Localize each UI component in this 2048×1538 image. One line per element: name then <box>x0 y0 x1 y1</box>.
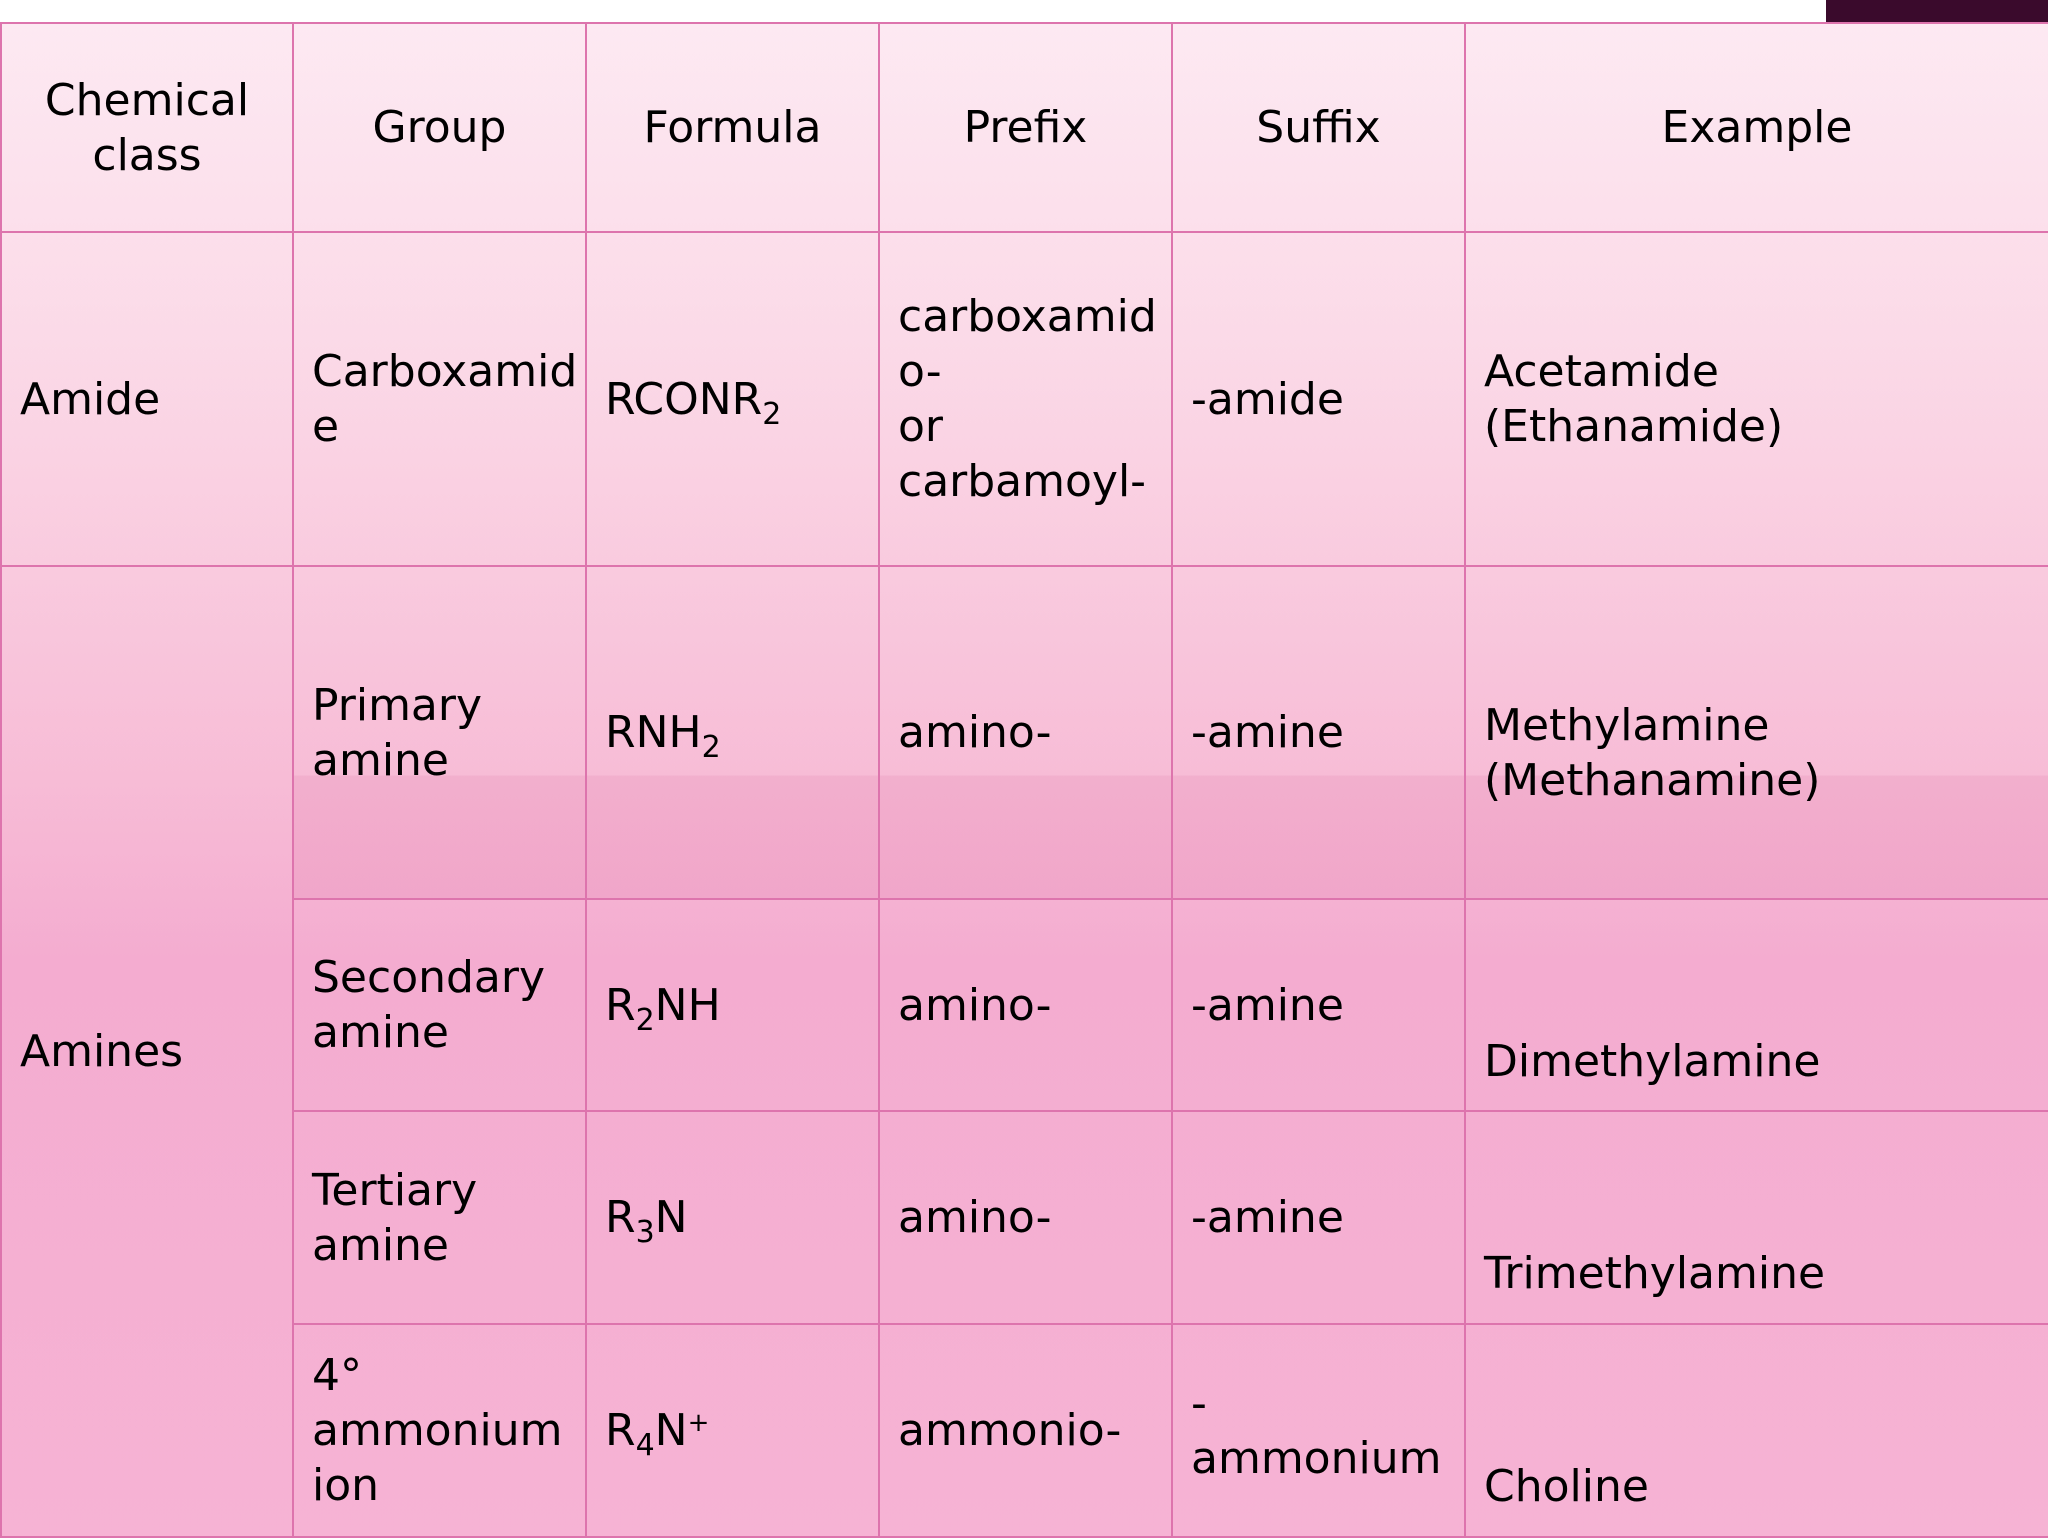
cell-formula-tertiary: R3N <box>585 1110 880 1325</box>
cell-formula-secondary: R2NH <box>585 898 880 1112</box>
header-suffix: Suffix <box>1171 22 1466 233</box>
cell-prefix-secondary: amino- <box>878 898 1173 1112</box>
cell-example-quaternary: Choline <box>1464 1323 2048 1538</box>
header-formula: Formula <box>585 22 880 233</box>
cell-class-amines: Amines <box>0 565 294 1538</box>
cell-suffix-tertiary: -amine <box>1171 1110 1466 1325</box>
functional-groups-table: Chemical class Group Formula Prefix Suff… <box>0 22 2048 1538</box>
cell-formula-quaternary: R4N+ <box>585 1323 880 1538</box>
cell-example-amide: Acetamide (Ethanamide) <box>1464 231 2048 567</box>
cell-formula-primary: RNH2 <box>585 565 880 900</box>
cell-suffix-secondary: -amine <box>1171 898 1466 1112</box>
cell-formula-amide: RCONR2 <box>585 231 880 567</box>
cell-prefix-quaternary: ammonio- <box>878 1323 1173 1538</box>
table-row-tertiary-amine: Tertiary amine R3N amino- -amine Trimeth… <box>1 1110 2048 1325</box>
cell-suffix-quaternary: -ammonium <box>1171 1323 1466 1538</box>
table-row-primary-amine: Amines Primary amine RNH2 amino- -amine … <box>0 565 2048 1538</box>
cell-group-quaternary-ammonium: 4° ammonium ion <box>292 1323 587 1538</box>
cell-suffix-primary: -amine <box>1171 565 1466 900</box>
cell-suffix-amide: -amide <box>1171 231 1466 567</box>
cell-example-primary: Methylamine (Methanamine) <box>1464 565 2048 900</box>
cell-prefix-primary: amino- <box>878 565 1173 900</box>
cell-group-secondary-amine: Secondary amine <box>292 898 587 1112</box>
cell-group-primary-amine: Primary amine <box>292 565 587 900</box>
cell-example-secondary: Dimethylamine <box>1464 898 2048 1112</box>
header-row: Chemical class Group Formula Prefix Suff… <box>0 22 2048 233</box>
cell-group-carboxamide: Carboxamid e <box>292 231 587 567</box>
table-row-secondary-amine: Secondary amine R2NH amino- -amine Dimet… <box>1 898 2048 1112</box>
cell-example-tertiary: Trimethylamine <box>1464 1110 2048 1325</box>
cell-prefix-amide: carboxamid o- or carbamoyl- <box>878 231 1173 567</box>
table-row-quaternary-ammonium: 4° ammonium ion R4N+ ammonio- -ammonium … <box>1 1323 2048 1538</box>
header-prefix: Prefix <box>878 22 1173 233</box>
cell-group-tertiary-amine: Tertiary amine <box>292 1110 587 1325</box>
corner-accent-bar <box>1826 0 2048 22</box>
header-example: Example <box>1464 22 2048 233</box>
table-row-amide: Amide Carboxamid e RCONR2 carboxamid o- … <box>0 231 2048 567</box>
header-group: Group <box>292 22 587 233</box>
cell-class-amide: Amide <box>0 231 294 567</box>
cell-prefix-tertiary: amino- <box>878 1110 1173 1325</box>
header-chemical-class: Chemical class <box>0 22 294 233</box>
